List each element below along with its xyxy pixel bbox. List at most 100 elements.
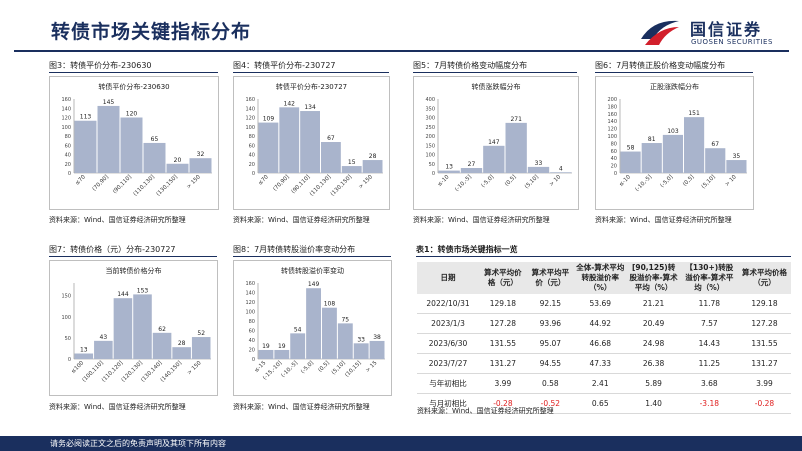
y-tick-label: 40	[65, 153, 71, 159]
bar	[113, 298, 133, 359]
data-label: 4	[559, 165, 563, 172]
x-tick-label: (-5,0]	[300, 360, 315, 375]
y-tick-label: 100	[61, 315, 71, 321]
y-tick-label: 120	[607, 127, 617, 133]
bar	[258, 122, 279, 173]
table-rule	[416, 256, 791, 257]
table-header: 全体-算术平均转股溢价率（%）	[576, 263, 625, 292]
figure-4-rule	[233, 72, 389, 73]
table-cell: -3.18	[699, 399, 719, 408]
figure-7-source: 资料来源：Wind、国信证券经济研究所整理	[49, 403, 186, 411]
figure-7-svg: 当前转债价格分布05010015013≤10043(100,110]144(11…	[61, 266, 211, 384]
data-label: 65	[151, 136, 159, 143]
data-label: 19	[278, 343, 286, 350]
x-tick-label: (0,5]	[504, 174, 517, 187]
brand-name-en: GUOSEN SECURITIES	[691, 38, 773, 46]
data-label: 15	[348, 159, 356, 166]
y-tick-label: 60	[249, 143, 255, 149]
figure-3-svg: 转债平价分布-230630 0 20 40 60 80 100 120 140 160 113 ≤70…	[61, 82, 212, 198]
table-header: [90,125)转股溢价率-算术平均（%）	[629, 263, 678, 292]
y-tick-label: 100	[245, 310, 255, 316]
y-tick-label: 80	[65, 134, 71, 140]
y-tick-label: 20	[611, 164, 617, 170]
table-cell: 127.28	[489, 319, 517, 328]
table-cell: 3.99	[494, 379, 512, 388]
data-label: 153	[137, 287, 149, 294]
y-tick-label: 140	[245, 291, 255, 297]
y-tick-label: 350	[425, 106, 435, 112]
y-tick-label: 100	[607, 134, 617, 140]
data-label: 113	[80, 114, 92, 121]
table-cell: 3.68	[700, 379, 718, 388]
table-cell: 1.40	[645, 399, 662, 408]
page-header: 转债市场关键指标分布 国信证券 GUOSEN SECURITIES	[0, 0, 802, 52]
y-tick-label: 60	[249, 329, 255, 335]
bar	[483, 145, 505, 173]
x-tick-label: (-10,-5]	[280, 360, 299, 379]
figure-4-source: 资料来源：Wind、国信证券经济研究所整理	[233, 216, 370, 224]
table-cell: 94.55	[539, 359, 562, 368]
x-tick-label: > 150	[358, 174, 375, 191]
figure-5-svg: 转债涨跌幅分布 0 50 100 150 200 250 300 350 400 13 ≤-10 27 (…	[425, 82, 572, 193]
bar	[191, 337, 211, 359]
bar	[438, 170, 460, 173]
figure-8-svg: 转债转股溢价率变动 0 20 40 60 80 100 120 140 160 19 ≤-15 19 (-…	[245, 266, 385, 381]
bar	[258, 349, 274, 359]
bar	[166, 163, 189, 173]
y-tick-label: 100	[245, 125, 255, 131]
x-tick-label: (110,130]	[133, 174, 156, 197]
brand-name: 国信证券	[690, 20, 763, 39]
table-cell: 127.28	[751, 319, 778, 328]
y-tick-label: 140	[245, 106, 255, 112]
bar	[684, 117, 705, 173]
bar	[143, 142, 166, 173]
bar	[620, 151, 641, 173]
figure-8-rule	[233, 256, 391, 257]
figure-7-caption: 图7：转债价格（元）分布-230727	[49, 245, 176, 254]
data-label: 13	[80, 347, 88, 354]
data-label: 62	[158, 326, 166, 333]
x-tick-label: (5,10]	[701, 174, 717, 190]
bar	[527, 166, 550, 173]
table-header: 【130+)转股溢价率-算术平均（%）	[685, 263, 734, 292]
x-tick-label: ≤-15	[253, 360, 267, 374]
table-cell: 与月初相比	[429, 399, 467, 408]
data-label: 147	[488, 139, 500, 146]
y-tick-label: 140	[61, 106, 71, 112]
x-tick-label: (0,5]	[317, 360, 330, 373]
table-cell: 46.68	[589, 339, 611, 348]
table-header-row: 日期 算术平均价格（元） 算术平均平价（元） 全体-算术平均转股溢价率（%） […	[417, 262, 791, 294]
figure-4-caption: 图4：转债平价分布-230727	[233, 61, 336, 70]
y-tick-label: 160	[245, 281, 255, 287]
figure-5-source: 资料来源：Wind、国信证券经济研究所整理	[413, 216, 550, 224]
table-cell: 2023/1/3	[431, 319, 465, 328]
y-tick-label: 50	[429, 162, 435, 168]
data-label: 33	[535, 160, 543, 167]
y-tick-label: 20	[65, 162, 71, 168]
table-cell: 129.18	[751, 299, 778, 308]
table-cell: 24.98	[642, 339, 665, 348]
x-tick-label: (-10,-5]	[454, 174, 473, 193]
table-cell: 131.27	[751, 359, 778, 368]
table-cell: 7.57	[700, 319, 718, 328]
figure-3-chart: 转债平价分布-230630 0 20 40 60 80 100 120 140 160 113 ≤70…	[49, 76, 219, 210]
bar	[274, 349, 290, 359]
data-label: 19	[262, 343, 270, 350]
figure-6-chart: 正股涨跌幅分布 0 20 40 60 80 100 120 140 160 180 200 58 ≤-10…	[595, 76, 754, 210]
x-tick-label: (70,90]	[91, 174, 109, 192]
data-label: 149	[308, 281, 320, 288]
bar	[74, 120, 97, 173]
chart-title: 转债平价分布-230727	[276, 82, 347, 91]
bar	[306, 288, 321, 359]
bar	[341, 166, 362, 173]
table-cell: 与年初相比	[429, 379, 467, 388]
table-cell: 129.18	[489, 299, 517, 308]
bar	[362, 160, 383, 173]
data-label: 52	[197, 330, 205, 337]
data-label: 28	[178, 340, 186, 347]
table-cell: 131.55	[489, 339, 517, 348]
figure-7-rule	[49, 256, 217, 257]
data-label: 271	[510, 116, 522, 123]
y-tick-label: 40	[249, 338, 255, 344]
